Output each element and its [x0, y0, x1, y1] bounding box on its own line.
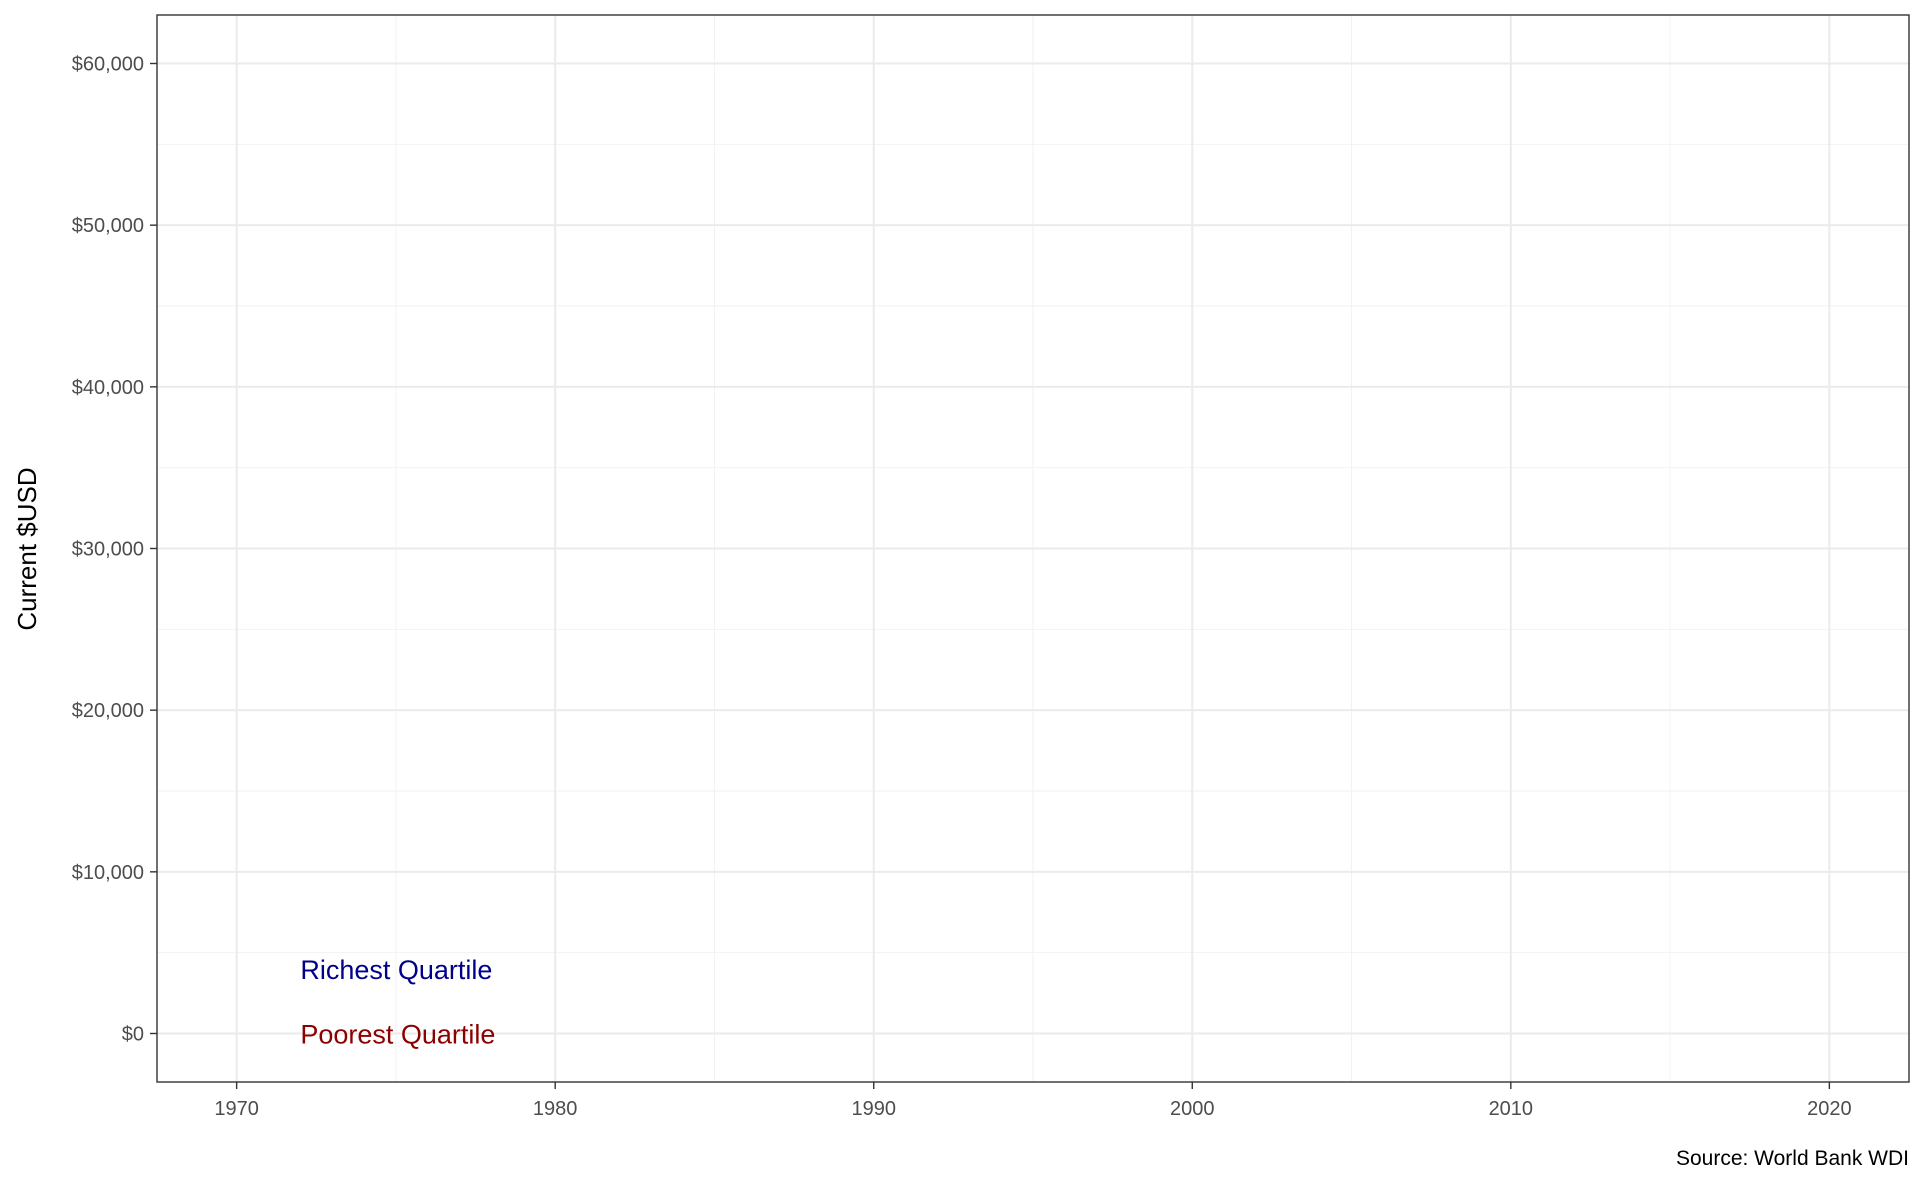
- y-tick-label: $0: [122, 1024, 144, 1046]
- x-tick-label: 2010: [1489, 1098, 1534, 1120]
- y-axis: $0 $10,000 $20,000 $30,000 $40,000 $50,000 $60…: [72, 54, 157, 1046]
- y-tick-label: $40,000: [72, 377, 144, 399]
- series-annotation: Richest Quartile: [300, 955, 492, 985]
- x-tick-label: 2020: [1807, 1098, 1852, 1120]
- y-tick-label: $30,000: [72, 539, 144, 561]
- x-tick-label: 1990: [851, 1098, 896, 1120]
- y-tick-label: $50,000: [72, 215, 144, 237]
- y-tick-label: $10,000: [72, 862, 144, 884]
- y-tick-label: $20,000: [72, 700, 144, 722]
- series-annotation: Poorest Quartile: [300, 1020, 495, 1050]
- major-grid: [157, 15, 1909, 1082]
- y-axis-title: Current $USD: [12, 467, 42, 630]
- annotation-layer: Richest Quartile Poorest Quartile: [300, 955, 495, 1050]
- x-tick-label: 2000: [1170, 1098, 1215, 1120]
- x-tick-label: 1970: [214, 1098, 259, 1120]
- y-tick-label: $60,000: [72, 54, 144, 76]
- source-caption: Source: World Bank WDI: [1676, 1147, 1909, 1170]
- x-tick-label: 1980: [533, 1098, 578, 1120]
- x-axis: 1970 1980 1990 2000 2010 2020: [214, 1082, 1852, 1120]
